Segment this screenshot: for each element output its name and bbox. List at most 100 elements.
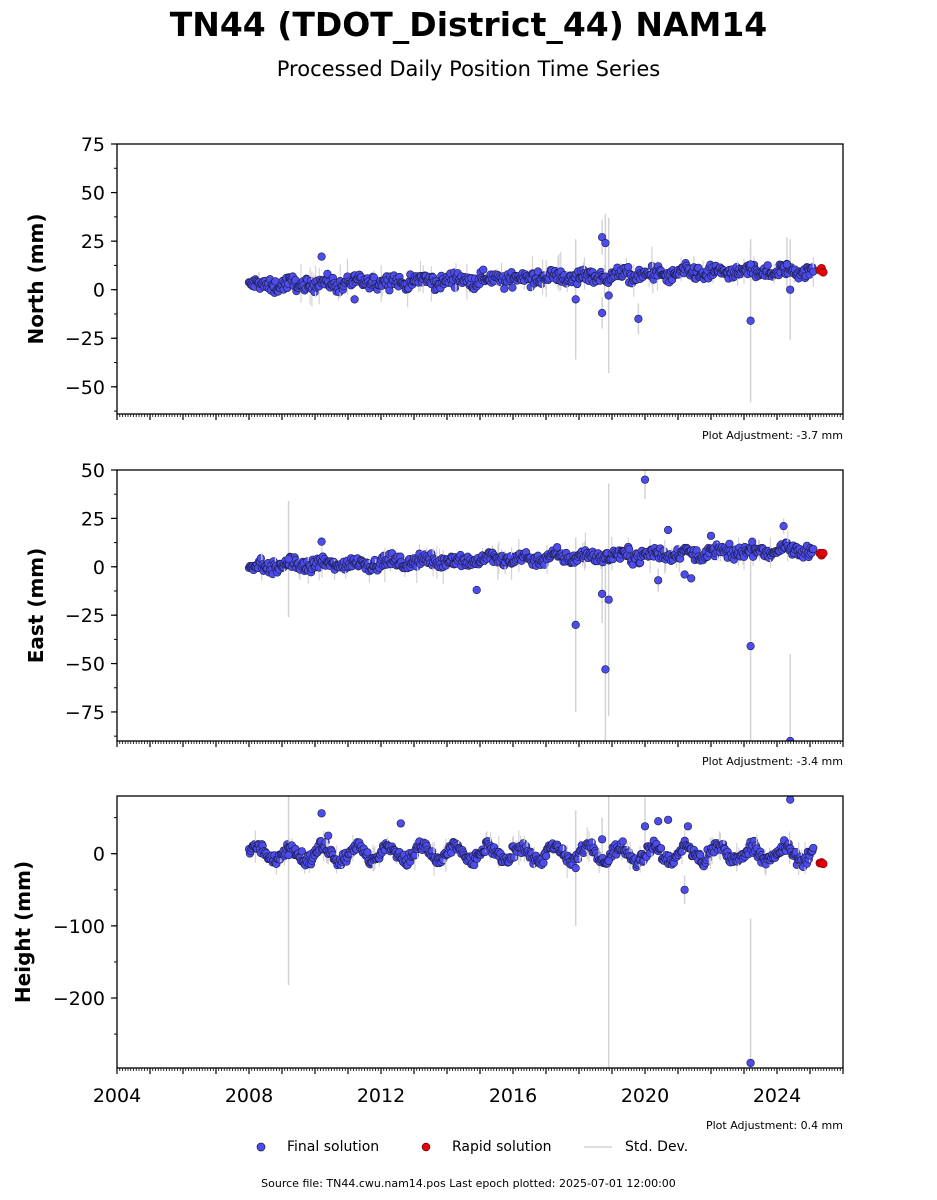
east-rapid-point (818, 548, 828, 558)
height-frame (116, 795, 844, 1069)
east-outlier-point (786, 736, 795, 741)
legend-rapid-label: Rapid solution (452, 1139, 552, 1155)
height-outlier-point (317, 809, 326, 818)
north-final-point (323, 269, 332, 278)
height-xtick-label: 2012 (357, 1085, 405, 1107)
height-xtick-label: 2004 (93, 1085, 141, 1107)
north-final-point (450, 283, 460, 292)
north-outlier-point (317, 252, 326, 261)
east-ytick-label: −75 (65, 702, 105, 724)
north-final-point (624, 262, 633, 272)
height-ytick-label: −100 (53, 916, 105, 938)
std-dev-line (584, 1146, 612, 1148)
east-plot-area (244, 470, 828, 741)
height-final-point (618, 837, 627, 846)
north-plot-adjustment: Plot Adjustment: -3.7 mm (702, 429, 843, 442)
east-outlier-point (680, 570, 689, 579)
height-ylabel: Height (mm) (11, 861, 35, 1003)
east-final-point (809, 544, 818, 554)
north-outlier-point (601, 238, 610, 248)
height-xtick-label: 2008 (225, 1085, 273, 1107)
height-outlier-point (604, 856, 613, 866)
height-outlier-point (284, 851, 293, 860)
height-outlier-point (654, 817, 663, 826)
east-outlier-point (604, 595, 613, 604)
height-xtick-label: 2016 (489, 1085, 537, 1107)
east-outlier-point (597, 589, 607, 598)
north-ytick-label: −25 (65, 328, 105, 350)
height-final-point (363, 848, 372, 857)
east-ylabel: East (mm) (24, 548, 48, 664)
panel-height: −200 −100 0 2004 2008 2012 2016 2020 2024 Height … (11, 795, 844, 1132)
east-outlier-point (706, 531, 716, 540)
north-outlier-point (597, 308, 607, 318)
north-ylabel: North (mm) (24, 213, 48, 344)
height-plot-area (244, 796, 828, 1068)
north-final-point (763, 261, 772, 270)
north-plot-area (244, 213, 828, 403)
height-outlier-point (640, 822, 650, 831)
height-outlier-point (746, 1058, 755, 1068)
east-ytick-label: −50 (65, 654, 105, 676)
east-outlier-point (746, 642, 755, 651)
east-final-point (625, 545, 634, 554)
chart-title: TN44 (TDOT_District_44) NAM14 (169, 5, 768, 44)
east-outlier-point (779, 522, 788, 531)
east-plot-adjustment: Plot Adjustment: -3.4 mm (702, 755, 843, 768)
east-outlier-point (654, 576, 663, 585)
east-outlier-point (640, 475, 650, 484)
north-final-point (479, 265, 488, 274)
panel-east: −75 −50 −25 0 25 50 East (mm) Plot Adjustment: … (24, 460, 844, 768)
panel-north: −50 −25 0 25 50 75 North (mm) Plot Adjustment: … (24, 134, 844, 442)
final-solution-marker (256, 1142, 266, 1152)
north-final-point (500, 284, 509, 293)
height-final-point (539, 858, 548, 868)
height-plot-adjustment: Plot Adjustment: 0.4 mm (706, 1119, 843, 1132)
east-outlier-point (601, 665, 610, 674)
east-outlier-point (284, 554, 293, 564)
east-final-point (748, 537, 757, 546)
height-outlier-point (571, 864, 580, 873)
east-outlier-point (472, 585, 481, 595)
east-frame (116, 469, 844, 742)
source-footer: Source file: TN44.cwu.nam14.pos Last epo… (261, 1177, 676, 1190)
north-ytick-label: 75 (81, 134, 105, 156)
north-final-point (533, 267, 543, 276)
north-ytick-label: 50 (81, 183, 105, 205)
north-outlier-point (604, 291, 613, 300)
height-outlier-point (680, 885, 689, 894)
height-ytick-label: 0 (93, 844, 105, 866)
east-outlier-point (663, 525, 673, 535)
height-outlier-point (597, 835, 607, 844)
east-outlier-point (571, 620, 580, 629)
height-xtick-label: 2024 (753, 1085, 801, 1107)
height-outlier-point (324, 831, 333, 840)
east-ytick-label: 50 (81, 460, 105, 482)
chart-subtitle: Processed Daily Position Time Series (276, 57, 661, 81)
height-outlier-point (786, 796, 795, 804)
height-outlier-point (663, 815, 673, 824)
north-outlier-point (571, 295, 580, 304)
height-outlier-point (683, 822, 693, 831)
rapid-solution-marker (421, 1142, 431, 1152)
north-outlier-point (634, 314, 643, 323)
north-outlier-point (786, 285, 795, 294)
legend: Final solution Rapid solution Std. Dev. (0, 1137, 937, 1157)
north-rapid-point (818, 267, 828, 277)
height-final-point (696, 850, 705, 860)
height-final-point (297, 847, 306, 856)
east-final-point (553, 543, 562, 552)
east-ytick-label: −25 (65, 605, 105, 627)
north-ytick-label: 25 (81, 231, 105, 253)
legend-stddev-label: Std. Dev. (625, 1139, 689, 1155)
east-final-point (725, 539, 734, 548)
east-outlier-point (687, 574, 696, 583)
east-outlier-point (317, 537, 326, 546)
height-final-point (542, 851, 551, 861)
north-outlier-point (746, 260, 755, 269)
north-ytick-label: 0 (93, 280, 105, 302)
legend-final-label: Final solution (287, 1139, 380, 1155)
height-xtick-label: 2020 (621, 1085, 669, 1107)
east-ytick-label: 0 (93, 557, 105, 579)
